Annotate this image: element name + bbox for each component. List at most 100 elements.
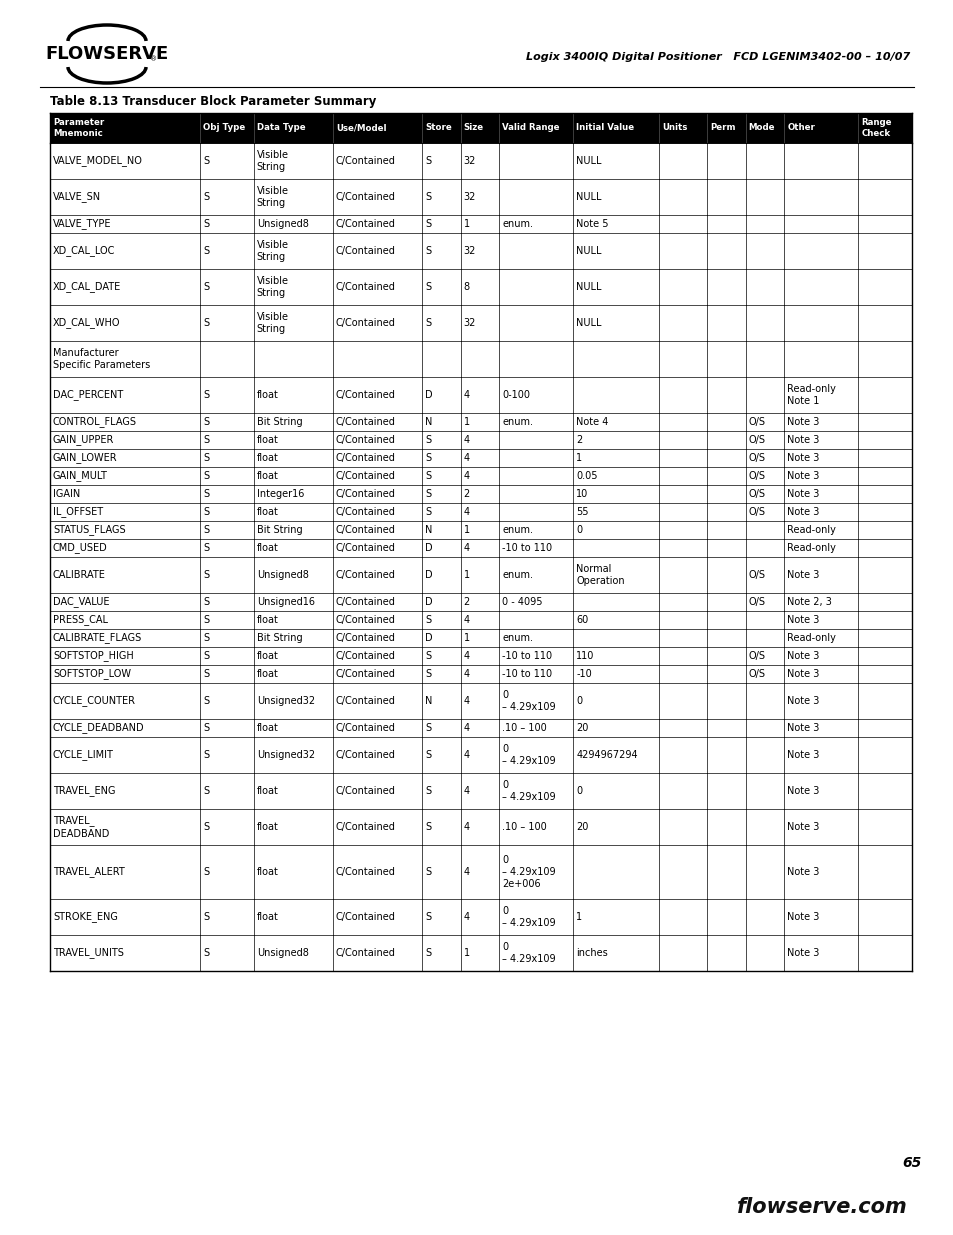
Text: Perm: Perm — [709, 124, 735, 132]
Text: 32: 32 — [463, 156, 476, 165]
Text: N: N — [425, 697, 432, 706]
Text: float: float — [256, 785, 278, 797]
Text: C/Contained: C/Contained — [335, 911, 395, 923]
Text: FLOWSERVE: FLOWSERVE — [46, 44, 169, 63]
Text: NULL: NULL — [576, 282, 601, 291]
Text: Note 3: Note 3 — [786, 697, 819, 706]
Text: Manufacturer
Specific Parameters: Manufacturer Specific Parameters — [53, 348, 150, 370]
Text: Read-only
Note 1: Read-only Note 1 — [786, 384, 835, 406]
Text: O/S: O/S — [748, 453, 765, 463]
Text: GAIN_MULT: GAIN_MULT — [53, 471, 108, 482]
Text: 4: 4 — [463, 867, 469, 877]
Text: C/Contained: C/Contained — [335, 525, 395, 535]
Text: 4: 4 — [463, 785, 469, 797]
Text: 4: 4 — [463, 390, 469, 400]
Text: STROKE_ENG: STROKE_ENG — [53, 911, 118, 923]
Text: 4: 4 — [463, 651, 469, 661]
Text: float: float — [256, 867, 278, 877]
Text: Obj Type: Obj Type — [203, 124, 245, 132]
Text: Unsigned8: Unsigned8 — [256, 948, 309, 958]
Text: C/Contained: C/Contained — [335, 246, 395, 256]
Text: 4: 4 — [463, 543, 469, 553]
Text: 0
– 4.29x109: 0 – 4.29x109 — [501, 743, 556, 766]
Text: SOFTSTOP_LOW: SOFTSTOP_LOW — [53, 668, 131, 679]
Text: S: S — [203, 722, 209, 734]
Text: Use/Model: Use/Model — [335, 124, 386, 132]
Text: S: S — [203, 453, 209, 463]
Text: float: float — [256, 722, 278, 734]
Text: S: S — [425, 615, 431, 625]
Text: C/Contained: C/Contained — [335, 508, 395, 517]
Text: 1: 1 — [576, 911, 581, 923]
Text: NULL: NULL — [576, 156, 601, 165]
Text: S: S — [203, 634, 209, 643]
Text: 4: 4 — [463, 911, 469, 923]
Text: TRAVEL_ENG: TRAVEL_ENG — [53, 785, 115, 797]
Text: Other: Other — [786, 124, 814, 132]
Text: Bit String: Bit String — [256, 417, 302, 427]
Text: S: S — [203, 317, 209, 329]
Text: Read-only: Read-only — [786, 525, 835, 535]
Text: DAC_PERCENT: DAC_PERCENT — [53, 389, 123, 400]
Text: 1: 1 — [463, 219, 469, 228]
Text: DAC_VALUE: DAC_VALUE — [53, 597, 110, 608]
Text: S: S — [203, 489, 209, 499]
Text: S: S — [203, 948, 209, 958]
Text: 0
– 4.29x109: 0 – 4.29x109 — [501, 905, 556, 929]
Text: 4: 4 — [463, 722, 469, 734]
Text: S: S — [203, 669, 209, 679]
Text: C/Contained: C/Contained — [335, 417, 395, 427]
Text: Note 3: Note 3 — [786, 508, 819, 517]
Text: Unsigned8: Unsigned8 — [256, 219, 309, 228]
Text: 1: 1 — [463, 417, 469, 427]
Text: 32: 32 — [463, 246, 476, 256]
Text: C/Contained: C/Contained — [335, 615, 395, 625]
Text: Normal
Operation: Normal Operation — [576, 564, 624, 587]
Text: Store: Store — [425, 124, 452, 132]
Text: S: S — [425, 489, 431, 499]
Text: Bit String: Bit String — [256, 634, 302, 643]
Text: -10 to 110: -10 to 110 — [501, 543, 552, 553]
Text: S: S — [425, 219, 431, 228]
Text: S: S — [203, 156, 209, 165]
Text: Note 3: Note 3 — [786, 722, 819, 734]
Text: 20: 20 — [576, 823, 588, 832]
Text: C/Contained: C/Contained — [335, 317, 395, 329]
Text: Unsigned32: Unsigned32 — [256, 697, 314, 706]
Text: O/S: O/S — [748, 417, 765, 427]
Bar — [50, 773, 911, 809]
Text: 4: 4 — [463, 435, 469, 445]
Text: S: S — [425, 508, 431, 517]
Text: 20: 20 — [576, 722, 588, 734]
Text: D: D — [425, 634, 433, 643]
Text: Size: Size — [463, 124, 483, 132]
Text: Note 3: Note 3 — [786, 823, 819, 832]
Text: CONTROL_FLAGS: CONTROL_FLAGS — [53, 416, 137, 427]
Bar — [50, 899, 911, 935]
Text: Note 3: Note 3 — [786, 453, 819, 463]
Text: VALVE_TYPE: VALVE_TYPE — [53, 219, 112, 230]
Text: C/Contained: C/Contained — [335, 750, 395, 760]
Text: -10: -10 — [576, 669, 592, 679]
Text: 1: 1 — [463, 525, 469, 535]
Text: 32: 32 — [463, 191, 476, 203]
Text: -10 to 110: -10 to 110 — [501, 669, 552, 679]
Text: N: N — [425, 417, 432, 427]
Text: C/Contained: C/Contained — [335, 471, 395, 480]
Text: S: S — [425, 317, 431, 329]
Text: enum.: enum. — [501, 525, 533, 535]
Text: C/Contained: C/Contained — [335, 634, 395, 643]
Text: S: S — [203, 867, 209, 877]
Text: 0 - 4095: 0 - 4095 — [501, 597, 542, 606]
Text: float: float — [256, 390, 278, 400]
Text: Read-only: Read-only — [786, 543, 835, 553]
Text: D: D — [425, 543, 433, 553]
Text: float: float — [256, 615, 278, 625]
Text: Integer16: Integer16 — [256, 489, 304, 499]
Text: Range
Check: Range Check — [861, 119, 891, 138]
Bar — [50, 664, 911, 683]
Text: S: S — [425, 246, 431, 256]
Bar — [50, 719, 911, 737]
Text: C/Contained: C/Contained — [335, 219, 395, 228]
Bar — [50, 215, 911, 233]
